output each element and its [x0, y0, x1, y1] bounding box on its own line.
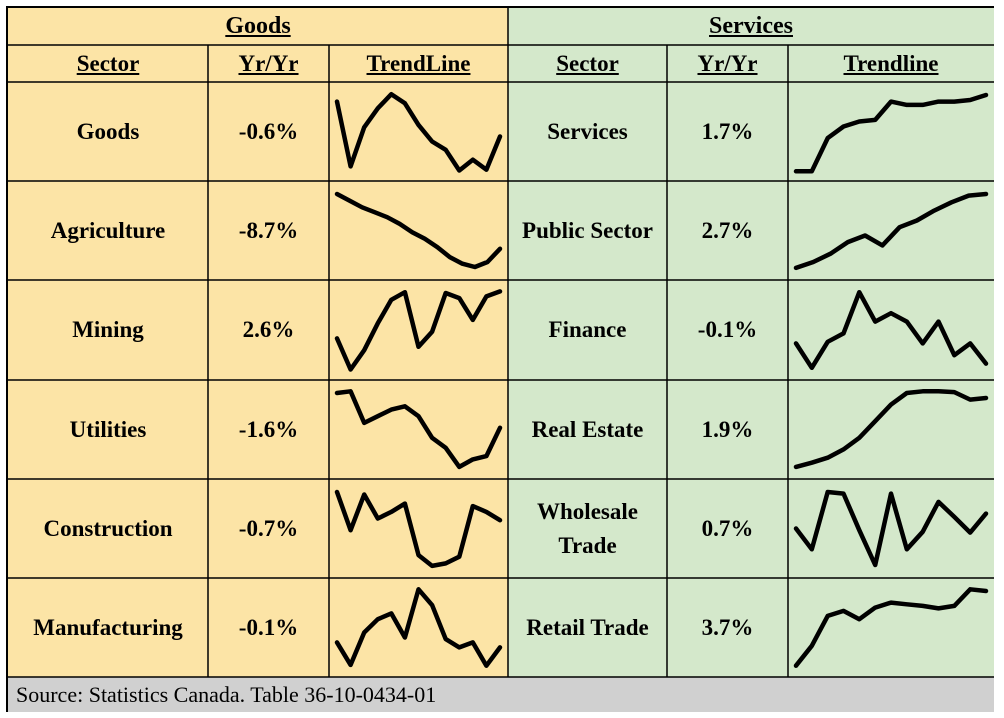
goods-trendline-cell	[329, 280, 508, 380]
goods-yoy-value: -8.7%	[208, 181, 329, 280]
goods-trendline-cell	[329, 380, 508, 479]
goods-sector-label: Manufacturing	[8, 578, 208, 677]
goods-yoy-value: 2.6%	[208, 280, 329, 380]
goods-header: Goods	[8, 8, 508, 45]
services-sector-label: Wholesale Trade	[508, 479, 667, 578]
services-trendline-cell	[788, 479, 994, 578]
goods-column-header: Sector	[8, 45, 208, 82]
services-trendline-cell	[788, 181, 994, 280]
services-sector-label: Services	[508, 82, 667, 181]
goods-yoy-value: -1.6%	[208, 380, 329, 479]
goods-sector-label: Utilities	[8, 380, 208, 479]
goods-yoy-value: -0.1%	[208, 578, 329, 677]
services-sector-label: Retail Trade	[508, 578, 667, 677]
goods-column-header: TrendLine	[329, 45, 508, 82]
goods-trendline-cell	[329, 578, 508, 677]
services-trendline-cell	[788, 82, 994, 181]
goods-trendline-cell	[329, 82, 508, 181]
services-trendline-cell	[788, 578, 994, 677]
goods-column-header: Yr/Yr	[208, 45, 329, 82]
goods-yoy-value: -0.6%	[208, 82, 329, 181]
goods-sector-label: Agriculture	[8, 181, 208, 280]
services-sector-label: Finance	[508, 280, 667, 380]
goods-sector-label: Construction	[8, 479, 208, 578]
services-yoy-value: 3.7%	[667, 578, 788, 677]
services-yoy-value: 1.7%	[667, 82, 788, 181]
source-note: Source: Statistics Canada. Table 36-10-0…	[8, 677, 994, 712]
goods-sector-label: Mining	[8, 280, 208, 380]
services-column-header: Trendline	[788, 45, 994, 82]
goods-yoy-value: -0.7%	[208, 479, 329, 578]
goods-trendline-cell	[329, 181, 508, 280]
services-yoy-value: 2.7%	[667, 181, 788, 280]
services-trendline-cell	[788, 280, 994, 380]
services-yoy-value: 0.7%	[667, 479, 788, 578]
goods-sector-label: Goods	[8, 82, 208, 181]
services-sector-label: Public Sector	[508, 181, 667, 280]
services-header: Services	[508, 8, 994, 45]
services-yoy-value: 1.9%	[667, 380, 788, 479]
goods-trendline-cell	[329, 479, 508, 578]
services-column-header: Yr/Yr	[667, 45, 788, 82]
services-yoy-value: -0.1%	[667, 280, 788, 380]
services-sector-label: Real Estate	[508, 380, 667, 479]
services-column-header: Sector	[508, 45, 667, 82]
sector-table: Goods Services Sector Sector Yr/Yr Yr/Yr Trend…	[6, 6, 994, 712]
services-trendline-cell	[788, 380, 994, 479]
